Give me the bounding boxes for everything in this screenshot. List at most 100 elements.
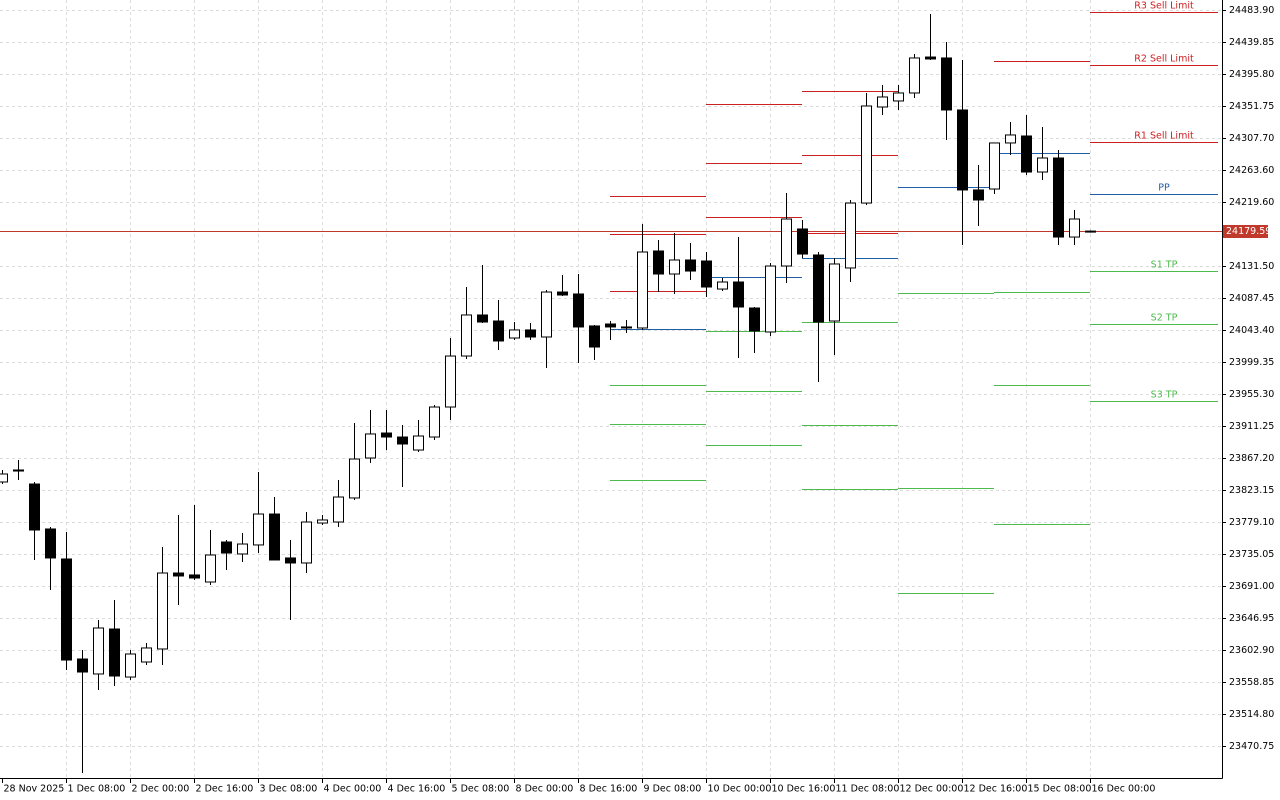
y-tick-label: 23867.20 bbox=[1229, 453, 1274, 464]
x-tick-label: 1 Dec 08:00 bbox=[68, 784, 126, 795]
candle-body bbox=[1085, 230, 1096, 233]
x-tick-label: 4 Dec 16:00 bbox=[388, 784, 446, 795]
y-tick-label: 23955.30 bbox=[1229, 389, 1274, 400]
candle-body bbox=[141, 647, 152, 663]
pivot-level-label: S2 TP bbox=[1151, 312, 1178, 323]
pivot-level-label: PP bbox=[1158, 183, 1170, 194]
candle-body bbox=[861, 105, 872, 204]
pivot-level-label: S1 TP bbox=[1151, 260, 1178, 271]
candle-body bbox=[781, 218, 792, 267]
candle-body bbox=[877, 96, 888, 108]
candle-body bbox=[973, 189, 984, 201]
candle-body bbox=[525, 329, 536, 338]
y-tick-label: 24351.75 bbox=[1229, 101, 1274, 112]
y-tick-label: 24439.85 bbox=[1229, 37, 1274, 48]
candle-body bbox=[893, 92, 904, 102]
y-tick-label: 23514.80 bbox=[1229, 709, 1274, 720]
candle-body bbox=[125, 653, 136, 678]
candles bbox=[0, 14, 1096, 773]
y-tick-label: 24219.60 bbox=[1229, 197, 1274, 208]
x-tick-label: 12 Dec 00:00 bbox=[900, 784, 964, 795]
candle-body bbox=[1037, 157, 1048, 173]
x-tick-label: 3 Dec 08:00 bbox=[260, 784, 318, 795]
candle-body bbox=[909, 57, 920, 94]
x-tick-label: 16 Dec 00:00 bbox=[1092, 784, 1156, 795]
candle-body bbox=[61, 558, 72, 661]
y-tick-label: 23999.35 bbox=[1229, 357, 1274, 368]
candle-body bbox=[573, 293, 584, 328]
pivot-levels: R3 Sell Limit R2 Sell Limit R1 Sell Limit P… bbox=[0, 0, 1222, 594]
candle-body bbox=[445, 355, 456, 408]
x-tick-label: 11 Dec 08:00 bbox=[836, 784, 900, 795]
y-tick-label: 23470.75 bbox=[1229, 741, 1274, 752]
x-tick-label: 15 Dec 08:00 bbox=[1028, 784, 1092, 795]
y-tick-label: 23602.90 bbox=[1229, 645, 1274, 656]
candle-body bbox=[285, 557, 296, 564]
candle-body bbox=[253, 513, 264, 546]
candle-body bbox=[701, 260, 712, 288]
pivot-level-label: S3 TP bbox=[1151, 389, 1178, 400]
y-tick-label: 23735.05 bbox=[1229, 549, 1274, 560]
candle-body bbox=[189, 574, 200, 579]
candle-body bbox=[413, 435, 424, 451]
y-tick-label: 23911.25 bbox=[1229, 421, 1274, 432]
candle-body bbox=[205, 554, 216, 583]
y-tick-label: 24087.45 bbox=[1229, 293, 1274, 304]
x-tick-label: 28 Nov 2025 bbox=[4, 784, 65, 795]
x-tick-label: 8 Dec 00:00 bbox=[516, 784, 574, 795]
y-tick-label: 23779.10 bbox=[1229, 517, 1274, 528]
y-tick-label: 24131.50 bbox=[1229, 261, 1274, 272]
candle-body bbox=[237, 543, 248, 555]
candle-body bbox=[749, 307, 760, 332]
candle-body bbox=[429, 406, 440, 438]
y-tick-label: 23823.15 bbox=[1229, 485, 1274, 496]
candle-body bbox=[509, 329, 520, 339]
candle-body bbox=[109, 628, 120, 677]
candle-body bbox=[365, 433, 376, 459]
candle-body bbox=[13, 469, 24, 472]
candle-body bbox=[493, 320, 504, 342]
candle-body bbox=[0, 473, 8, 483]
x-tick-label: 9 Dec 08:00 bbox=[644, 784, 702, 795]
x-tick-label: 10 Dec 00:00 bbox=[708, 784, 772, 795]
candle-body bbox=[317, 519, 328, 524]
candle-body bbox=[845, 202, 856, 269]
candle-body bbox=[941, 57, 952, 111]
y-tick-label: 24395.80 bbox=[1229, 69, 1274, 80]
x-tick-label: 10 Dec 16:00 bbox=[772, 784, 836, 795]
candle-body bbox=[797, 228, 808, 255]
candle-body bbox=[637, 251, 648, 329]
candle-body bbox=[557, 291, 568, 296]
y-tick-label: 24483.90 bbox=[1229, 5, 1274, 16]
y-tick-label: 24307.70 bbox=[1229, 133, 1274, 144]
y-tick-label: 23646.95 bbox=[1229, 613, 1274, 624]
candle-body bbox=[957, 109, 968, 191]
candle-body bbox=[541, 291, 552, 338]
candle-body bbox=[589, 325, 600, 348]
candle-body bbox=[813, 254, 824, 323]
candle-body bbox=[829, 263, 840, 322]
candle-body bbox=[333, 496, 344, 523]
candle-body bbox=[733, 281, 744, 308]
candle-body bbox=[29, 483, 40, 531]
candle-body bbox=[685, 259, 696, 272]
grid bbox=[0, 0, 1222, 778]
candle-body bbox=[717, 281, 728, 290]
x-tick-label: 12 Dec 16:00 bbox=[964, 784, 1028, 795]
pivot-level-label: R2 Sell Limit bbox=[1134, 54, 1194, 65]
candle-body bbox=[269, 513, 280, 561]
candle-body bbox=[397, 436, 408, 445]
candle-body bbox=[605, 323, 616, 328]
candle-body bbox=[45, 528, 56, 559]
current-price-tag bbox=[1223, 225, 1268, 238]
candle-body bbox=[301, 521, 312, 564]
candle-body bbox=[173, 572, 184, 577]
y-tick-label: 24263.60 bbox=[1229, 165, 1274, 176]
y-tick-label: 23558.85 bbox=[1229, 677, 1274, 688]
candle-body bbox=[621, 326, 632, 329]
candle-body bbox=[157, 572, 168, 650]
